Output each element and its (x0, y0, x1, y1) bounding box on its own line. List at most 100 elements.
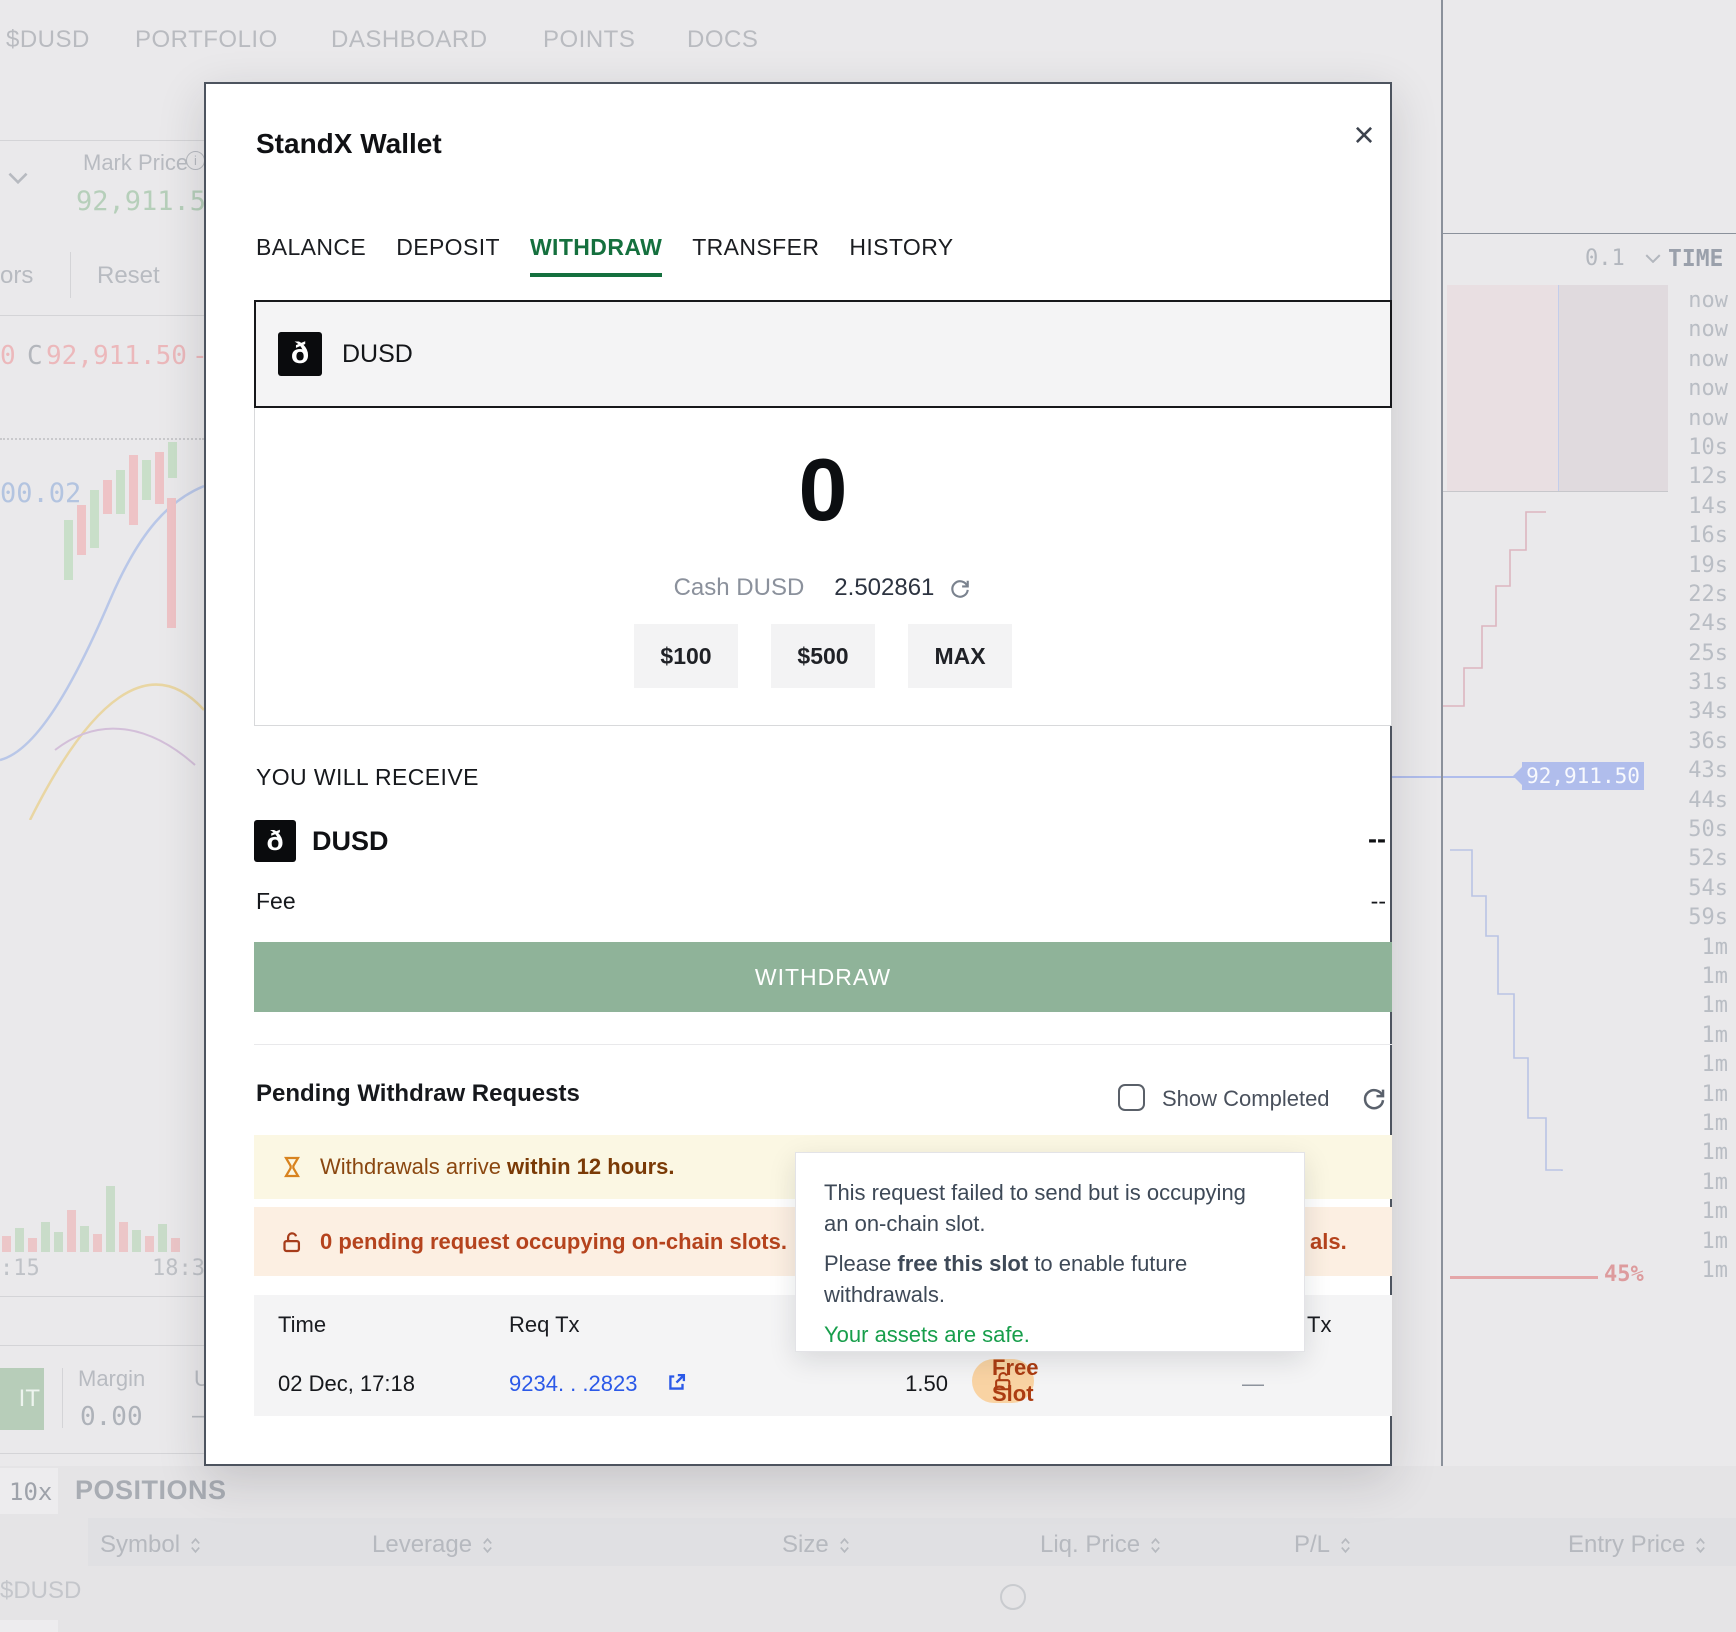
nav-item-dashboard[interactable]: DASHBOARD (331, 26, 488, 53)
modal-title: StandX Wallet (256, 128, 442, 159)
amount-input[interactable]: 0 (798, 440, 848, 539)
balance-value: 2.502861 (834, 574, 935, 601)
interval-select[interactable]: 0.1 (1585, 246, 1625, 271)
trade-time: 1m (1701, 993, 1729, 1019)
chevron-down-icon[interactable] (8, 172, 28, 184)
column-pl[interactable]: P/L (1294, 1531, 1351, 1559)
divider (70, 252, 71, 298)
trade-time: now (1688, 317, 1728, 343)
depth-sell-region (1558, 285, 1668, 491)
reset-button[interactable]: Reset (97, 262, 160, 289)
panel-border (1441, 0, 1443, 1466)
banner-info-text: Withdrawals arrive (320, 1154, 508, 1179)
fee-label: Fee (256, 888, 296, 914)
axis-price-label: 00.02 (0, 478, 82, 509)
divider (0, 1296, 204, 1297)
tab-deposit[interactable]: DEPOSIT (396, 234, 500, 260)
close-icon[interactable]: × (1353, 114, 1375, 155)
quick-max-button[interactable]: MAX (908, 624, 1012, 688)
mark-price-label: Mark Price (83, 150, 189, 175)
show-completed-label: Show Completed (1162, 1086, 1330, 1111)
balance-label: Cash DUSD (673, 574, 805, 601)
sort-icon (482, 1536, 493, 1555)
sort-icon (190, 1536, 201, 1555)
quick-500-button[interactable]: $500 (771, 624, 875, 688)
tab-transfer[interactable]: TRANSFER (692, 234, 820, 260)
nav-item-points[interactable]: POINTS (543, 26, 636, 53)
receive-heading: YOU WILL RECEIVE (256, 764, 479, 790)
divider (0, 315, 204, 316)
leverage-badge-label: 10x (9, 1478, 53, 1506)
banner-warn-fragment: als. (1310, 1228, 1347, 1254)
depth-mid-line (1558, 285, 1559, 491)
quick-amounts: $100 $500 MAX (255, 624, 1391, 688)
column-entry-price[interactable]: Entry Price (1568, 1531, 1706, 1559)
depth-pct-line (1450, 1276, 1598, 1279)
column-leverage[interactable]: Leverage (372, 1531, 493, 1559)
empty-state-icon (1000, 1584, 1026, 1610)
cell-tx: — (1242, 1371, 1264, 1396)
trade-time: 1m (1701, 1199, 1729, 1225)
pending-heading: Pending Withdraw Requests (256, 1080, 580, 1107)
sort-icon (839, 1536, 850, 1555)
trade-time: 43s (1688, 758, 1728, 784)
edit-button-partial[interactable]: IT (0, 1368, 44, 1430)
tab-balance[interactable]: BALANCE (256, 234, 367, 260)
candlestick (167, 498, 176, 628)
info-icon[interactable]: i (186, 151, 205, 170)
ohlc-open: 0 (0, 341, 16, 371)
leverage-badge[interactable]: 10x (0, 1468, 58, 1514)
depth-steps (1441, 511, 1563, 1171)
column-liq-price[interactable]: Liq. Price (1040, 1531, 1161, 1559)
mark-price-value: 92,911.5 (76, 186, 207, 217)
trade-time: 25s (1688, 640, 1728, 666)
nav-item-portfolio[interactable]: PORTFOLIO (135, 26, 278, 53)
trade-time: 1m (1701, 1228, 1729, 1254)
tab-withdraw[interactable]: WITHDRAW (529, 234, 663, 277)
candlestick (142, 460, 151, 500)
tab-history[interactable]: HISTORY (849, 234, 954, 260)
token-selector[interactable]: ð DUSD (254, 300, 1392, 408)
price-tag: 92,911.50 (1513, 762, 1644, 790)
trade-time: 1m (1701, 1140, 1729, 1166)
trade-time: 52s (1688, 846, 1728, 872)
volume-bars (0, 1178, 204, 1252)
withdraw-button[interactable]: WITHDRAW (254, 942, 1392, 1012)
trade-time: 59s (1688, 905, 1728, 931)
balance-row: Cash DUSD 2.502861 (255, 574, 1391, 602)
depth-pct-label: 45% (1604, 1262, 1644, 1287)
candlestick (155, 452, 164, 504)
wallet-tabs: BALANCE DEPOSIT WITHDRAW TRANSFER HISTOR… (256, 234, 954, 277)
cell-req-tx-link[interactable]: 9234. . .2823 (509, 1371, 638, 1396)
free-slot-button[interactable]: Free Slot (972, 1355, 1038, 1406)
nav-item-dusd[interactable]: $DUSD (6, 26, 90, 53)
refresh-icon[interactable] (1360, 1084, 1388, 1112)
divider (0, 1453, 204, 1454)
divider (62, 1368, 63, 1428)
divider (254, 1044, 1392, 1045)
column-symbol[interactable]: Symbol (100, 1531, 201, 1559)
trade-time: 1m (1701, 1022, 1729, 1048)
refresh-icon[interactable] (948, 576, 972, 600)
margin-value: 0.00 (80, 1402, 143, 1432)
trade-time: now (1688, 405, 1728, 431)
cell-amount: 1.50 (905, 1371, 948, 1396)
quick-100-button[interactable]: $100 (634, 624, 738, 688)
margin-label: Margin (78, 1366, 146, 1391)
trade-time: 10s (1688, 434, 1728, 460)
banner-warn-text: 0 pending request occupying on-chain slo… (320, 1228, 787, 1254)
sort-icon (1150, 1536, 1161, 1555)
nav-item-docs[interactable]: DOCS (687, 26, 759, 53)
indicators-label-partial[interactable]: ors (0, 262, 34, 289)
fee-value: -- (1370, 888, 1386, 914)
trade-time: 34s (1688, 699, 1728, 725)
show-completed-checkbox[interactable] (1118, 1084, 1145, 1111)
column-size[interactable]: Size (782, 1531, 850, 1559)
axis-time-left: :15 (0, 1256, 40, 1281)
ohlc-close-value: 92,911.50 (46, 341, 187, 371)
trade-time: 31s (1688, 670, 1728, 696)
time-column-header: TIME (1668, 246, 1724, 272)
external-link-icon[interactable] (666, 1371, 688, 1393)
cell-time: 02 Dec, 17:18 (278, 1371, 415, 1396)
